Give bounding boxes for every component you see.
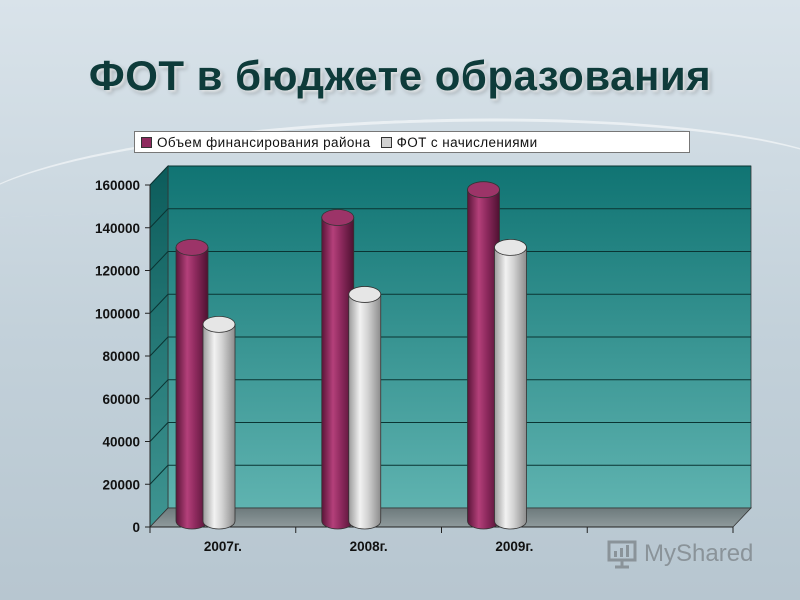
bar-top bbox=[321, 209, 355, 226]
x-tick-label: 2008г. bbox=[350, 539, 388, 554]
y-tick-label: 20000 bbox=[102, 477, 140, 492]
y-tick-label: 100000 bbox=[95, 306, 140, 321]
y-tick-label: 0 bbox=[132, 520, 140, 535]
gridline-side bbox=[149, 336, 169, 357]
bar-payroll bbox=[202, 315, 236, 530]
watermark: MyShared bbox=[606, 536, 766, 572]
bar-top bbox=[202, 315, 236, 333]
bar-top bbox=[348, 286, 382, 303]
bar-top bbox=[494, 238, 527, 256]
legend-item: Объем финансирования района bbox=[141, 135, 371, 150]
legend-item: ФОТ с начислениями bbox=[380, 134, 538, 150]
gridline-side bbox=[149, 165, 169, 186]
presentation-icon bbox=[607, 540, 637, 569]
legend-swatch bbox=[380, 136, 392, 148]
gridline-side bbox=[149, 379, 169, 400]
bar-top bbox=[467, 181, 500, 199]
legend-label: ФОТ с начислениями bbox=[396, 134, 538, 150]
bar-payroll bbox=[348, 286, 382, 530]
gridline-side bbox=[149, 251, 169, 271]
y-tick-label: 160000 bbox=[95, 178, 140, 193]
bar-top bbox=[175, 238, 209, 256]
legend-swatch bbox=[141, 136, 152, 148]
chart-floor bbox=[149, 507, 752, 528]
y-tick-label: 80000 bbox=[102, 349, 140, 364]
gridline-side bbox=[149, 293, 169, 314]
bar-body bbox=[348, 294, 382, 530]
watermark-text: MyShared bbox=[644, 540, 754, 567]
legend-label: Объем финансирования района bbox=[157, 134, 371, 150]
gridline-side bbox=[149, 422, 169, 442]
y-tick-label: 140000 bbox=[95, 221, 140, 236]
bar-body bbox=[494, 247, 527, 530]
y-tick-label: 40000 bbox=[102, 435, 140, 450]
gridline-side bbox=[149, 208, 169, 229]
x-tick-label: 2007г. bbox=[204, 539, 242, 554]
bar-body bbox=[202, 323, 236, 530]
y-tick-label: 120000 bbox=[95, 264, 140, 279]
slide-title: ФОТ в бюджете образования bbox=[88, 52, 712, 99]
bar-payroll bbox=[494, 238, 527, 530]
bar-funding bbox=[321, 209, 355, 530]
chart-legend: Объем финансирования района ФОТ с начисле… bbox=[134, 131, 690, 153]
gridline-side bbox=[149, 464, 169, 485]
x-tick-label: 2009г. bbox=[495, 539, 533, 554]
y-tick-label: 60000 bbox=[102, 392, 140, 407]
